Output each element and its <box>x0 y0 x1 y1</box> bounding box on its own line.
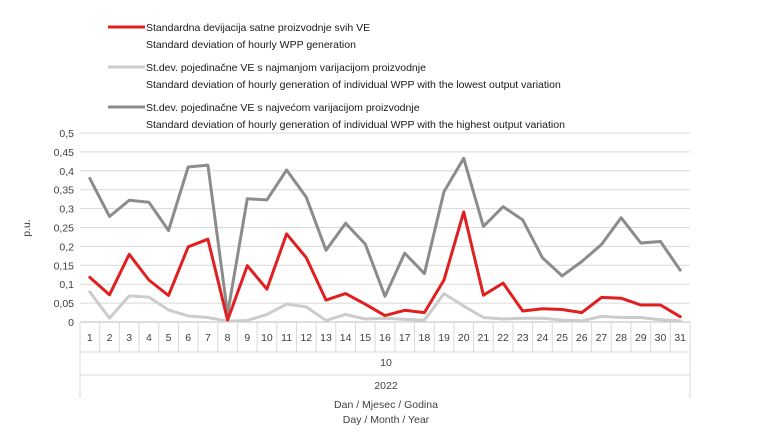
series-lowest-variation <box>88 290 682 323</box>
x-tick-label: 4 <box>146 332 152 344</box>
x-tick-label: 6 <box>185 332 191 344</box>
x-tick-label: 7 <box>205 332 211 344</box>
month-label: 10 <box>380 357 392 369</box>
x-tick-label: 25 <box>556 332 568 344</box>
legend-label-highest-variation: St.dev. pojedinačne VE s najvećom varija… <box>146 102 420 114</box>
x-tick-label: 26 <box>576 332 588 344</box>
x-tick-label: 17 <box>399 332 411 344</box>
x-tick-label: 8 <box>225 332 231 344</box>
x-tick-label: 29 <box>635 332 647 344</box>
x-tick-label: 19 <box>438 332 450 344</box>
x-tick-label: 24 <box>537 332 549 344</box>
x-tick-label: 30 <box>655 332 667 344</box>
x-tick-label: 14 <box>340 332 352 344</box>
x-axis: 1 2 3 4 5 6 7 8 9 10 11 12 13 14 15 16 17 18 19 20 21 22 23 24 2… <box>79 321 691 398</box>
legend-label-lowest-variation: St.dev. pojedinačne VE s najmanjom varij… <box>146 62 426 74</box>
y-tick-label: 0,5 <box>59 128 74 140</box>
legend: Standardna devijacija satne proizvodnje … <box>108 22 565 131</box>
series-all-wpp <box>88 210 682 322</box>
y-tick-label: 0,2 <box>59 241 74 253</box>
x-tick-label: 11 <box>281 332 292 344</box>
y-axis-ticks: 0 0,05 0,1 0,15 0,2 0,25 0,3 0,35 0,4 0,45 0,5 <box>54 128 75 329</box>
x-tick-label: 9 <box>244 332 250 344</box>
x-tick-label: 28 <box>615 332 627 344</box>
x-tick-label: 21 <box>478 332 490 344</box>
y-tick-label: 0 <box>68 317 74 329</box>
year-label: 2022 <box>374 380 398 392</box>
x-tick-label: 3 <box>126 332 132 344</box>
x-tick-label: 23 <box>517 332 529 344</box>
legend-label-all-wpp-en: Standard deviation of hourly WPP generat… <box>146 39 356 51</box>
x-tick-label: 13 <box>320 332 332 344</box>
y-tick-label: 0,45 <box>54 147 75 159</box>
x-axis-title-en: Day / Month / Year <box>343 414 430 426</box>
legend-label-all-wpp: Standardna devijacija satne proizvodnje … <box>146 22 370 34</box>
x-tick-label: 27 <box>596 332 608 344</box>
x-tick-label: 2 <box>107 332 113 344</box>
x-tick-label: 10 <box>261 332 273 344</box>
y-tick-label: 0,3 <box>59 204 74 216</box>
y-tick-label: 0,15 <box>54 260 75 272</box>
x-tick-label: 15 <box>359 332 371 344</box>
x-tick-label: 20 <box>458 332 470 344</box>
x-tick-label: 18 <box>419 332 431 344</box>
x-tick-label: 22 <box>497 332 509 344</box>
x-tick-label: 5 <box>166 332 172 344</box>
y-tick-label: 0,1 <box>59 279 74 291</box>
x-tick-label: 16 <box>379 332 391 344</box>
y-tick-label: 0,25 <box>54 223 75 235</box>
y-tick-label: 0,35 <box>54 185 75 197</box>
series-highest-variation <box>88 156 682 316</box>
legend-label-lowest-variation-en: Standard deviation of hourly generation … <box>146 79 561 91</box>
x-tick-label: 12 <box>300 332 312 344</box>
y-tick-label: 0,05 <box>54 298 75 310</box>
series-lines <box>88 156 682 323</box>
y-axis-title: p.u. <box>21 219 33 237</box>
legend-label-highest-variation-en: Standard deviation of hourly generation … <box>146 119 565 131</box>
x-axis-title: Dan / Mjesec / Godina <box>334 399 438 411</box>
x-tick-label: 31 <box>674 332 686 344</box>
x-tick-label: 1 <box>87 332 93 344</box>
y-tick-label: 0,4 <box>59 166 74 178</box>
